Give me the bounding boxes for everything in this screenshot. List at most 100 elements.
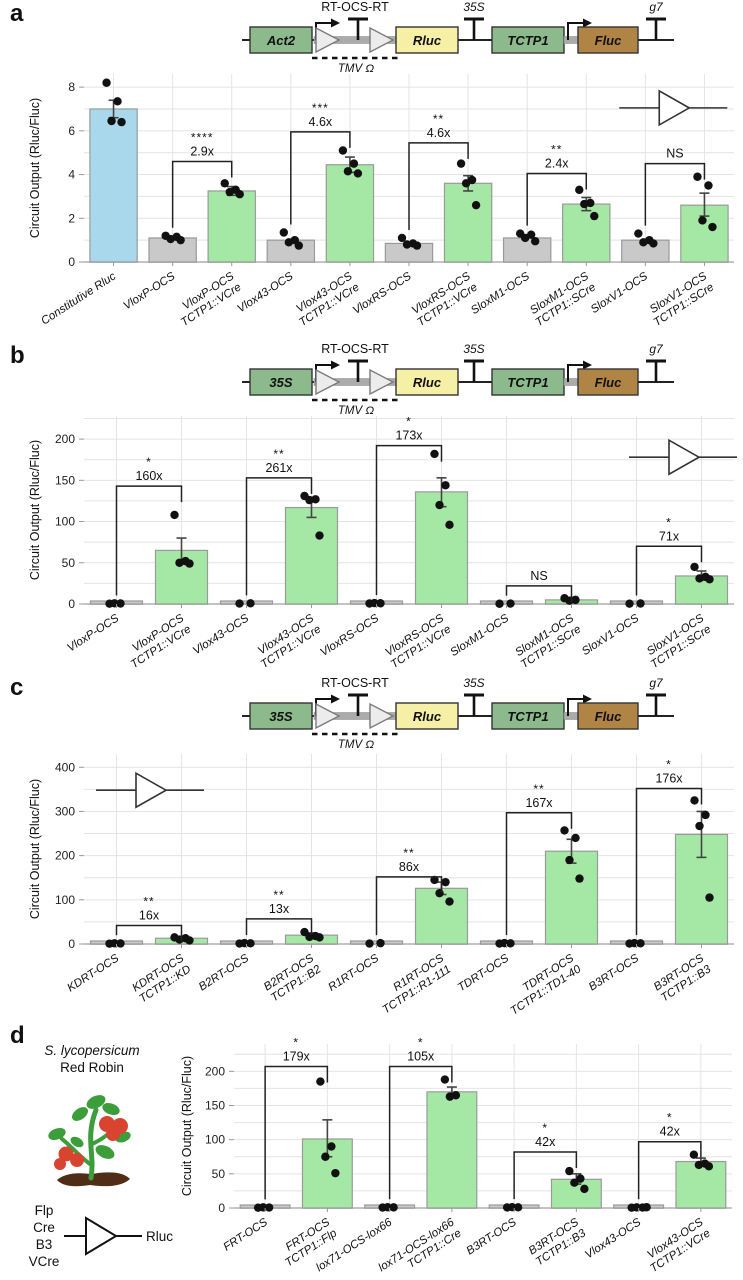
svg-text:SloxV1-OCS: SloxV1-OCS xyxy=(589,270,650,316)
data-point xyxy=(701,810,710,820)
y-tick-label: 200 xyxy=(205,1064,225,1078)
data-point xyxy=(456,159,466,168)
x-tick-label: VloxP-OCS xyxy=(121,270,177,312)
bar xyxy=(207,190,256,263)
rt-site-triangle xyxy=(369,26,395,54)
data-point xyxy=(570,1178,579,1187)
significance-stars: *** xyxy=(312,101,329,115)
construct-box xyxy=(249,702,313,730)
svg-text:Vlox43-OCS: Vlox43-OCS xyxy=(191,612,251,657)
data-point xyxy=(500,938,509,948)
svg-text:VloxP-OCS: VloxP-OCS xyxy=(65,612,121,654)
svg-text:R1RT-OCS: R1RT-OCS xyxy=(326,952,381,994)
svg-text:B2RT-OCS: B2RT-OCS xyxy=(197,952,252,993)
construct-diagram-a: Act2 Rluc 35S TCTP1 Fluc g7 RT-OCS-RT TMV Ω xyxy=(242,0,674,75)
svg-text:Constitutive Rluc: Constitutive Rluc xyxy=(39,270,118,327)
significance-stars: ** xyxy=(533,782,544,796)
data-point xyxy=(708,222,717,232)
x-tick-label: B3RT-OCS xyxy=(465,1216,520,1257)
data-point xyxy=(331,1168,340,1178)
data-point xyxy=(565,1166,574,1176)
svg-text:VloxRS-OCS: VloxRS-OCS xyxy=(318,612,381,659)
data-point xyxy=(695,821,704,831)
y-tick-label: 150 xyxy=(205,1099,225,1113)
data-point xyxy=(461,179,471,188)
svg-text:TDRT-OCS: TDRT-OCS xyxy=(456,952,512,994)
data-point xyxy=(630,938,639,948)
fold-change-label: 167x xyxy=(525,796,553,810)
cultivar-name: Red Robin xyxy=(60,1060,124,1075)
svg-text:Rluc: Rluc xyxy=(413,375,442,390)
bar xyxy=(562,203,611,263)
svg-text:TCTP1: TCTP1 xyxy=(507,33,548,48)
recombinase-input: Cre xyxy=(33,1220,55,1235)
significance-stars: * xyxy=(666,757,672,771)
data-point xyxy=(441,481,450,490)
x-tick-label: Vlox43-OCS xyxy=(235,270,295,315)
construct-box xyxy=(249,368,313,396)
x-tick-label: SloxM1-OCS xyxy=(469,270,532,317)
svg-text:VloxP-OCS: VloxP-OCS xyxy=(121,270,177,312)
fold-change-label: NS xyxy=(666,147,683,161)
data-point xyxy=(185,559,194,568)
construct-box xyxy=(577,702,639,730)
x-tick-label: B3RT-OCS xyxy=(587,952,642,993)
y-tick-label: 50 xyxy=(62,556,76,570)
svg-text:35S: 35S xyxy=(463,342,484,356)
construct-diagram-b: 35S Rluc 35S TCTP1 Fluc g7 RT-OCS-RT TMV Ω xyxy=(242,342,674,417)
bar xyxy=(544,850,599,945)
x-tick-label: SloxM1-OCS xyxy=(448,612,511,659)
svg-text:Rluc: Rluc xyxy=(413,709,442,724)
data-point xyxy=(435,888,444,898)
tmv-omega-label: TMV Ω xyxy=(338,405,374,417)
y-tick-label: 2 xyxy=(68,211,75,225)
data-point xyxy=(402,240,412,249)
construct-box xyxy=(577,368,639,396)
y-tick-label: 300 xyxy=(55,804,75,818)
data-point xyxy=(571,833,580,843)
data-point xyxy=(689,1150,699,1159)
construct-box xyxy=(577,26,639,54)
x-tick-label: Vlox43-OCS xyxy=(191,612,251,657)
rt-site-triangle xyxy=(369,702,395,730)
data-point xyxy=(430,875,439,885)
significance-bracket xyxy=(644,162,706,226)
legend-output-label: Rluc xyxy=(146,1228,174,1244)
data-point xyxy=(575,874,584,883)
panel-d-label: d xyxy=(10,1022,25,1049)
fold-change-label: 42x xyxy=(660,1125,681,1139)
svg-text:Vlox43-OCS: Vlox43-OCS xyxy=(583,1216,643,1261)
data-point xyxy=(235,599,244,608)
data-point xyxy=(246,939,255,948)
data-point xyxy=(110,939,119,948)
data-point xyxy=(698,216,707,225)
buffer-gate-icon xyxy=(64,1216,142,1256)
data-point xyxy=(294,241,304,250)
svg-text:Fluc: Fluc xyxy=(595,33,622,48)
data-point xyxy=(116,939,125,948)
data-point xyxy=(690,796,699,805)
data-point xyxy=(513,1203,523,1212)
significance-bracket xyxy=(171,160,233,228)
significance-stars: * xyxy=(146,455,152,469)
significance-bracket xyxy=(245,918,313,936)
construct-box xyxy=(395,702,459,730)
bar-chart-c: 0 100 200 300 400 Circuit Output (Rluc/Fluc) 1… xyxy=(28,754,734,1018)
data-point xyxy=(705,893,714,902)
significance-stars: * xyxy=(542,1121,548,1135)
rt-ocs-rt-label: RT-OCS-RT xyxy=(321,342,389,356)
data-point xyxy=(110,599,119,608)
data-point xyxy=(365,939,374,948)
significance-bracket xyxy=(115,924,183,942)
panel-c-label: c xyxy=(10,674,24,701)
bar xyxy=(284,506,339,605)
svg-text:SloxV1-OCS: SloxV1-OCS xyxy=(580,612,641,658)
data-point xyxy=(530,237,540,246)
